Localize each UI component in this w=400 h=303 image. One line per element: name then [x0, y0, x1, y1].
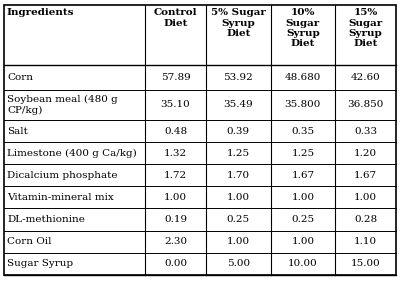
Text: 0.39: 0.39 [227, 127, 250, 135]
Text: 15.00: 15.00 [351, 259, 380, 268]
Text: 5% Sugar
Syrup
Diet: 5% Sugar Syrup Diet [211, 8, 266, 38]
Text: 1.00: 1.00 [164, 193, 187, 202]
Text: 1.67: 1.67 [354, 171, 377, 180]
Text: 48.680: 48.680 [285, 73, 321, 82]
Text: 1.00: 1.00 [354, 193, 377, 202]
Text: 0.00: 0.00 [164, 259, 187, 268]
Text: Sugar Syrup: Sugar Syrup [7, 259, 73, 268]
Text: Ingredients: Ingredients [6, 8, 74, 17]
Text: Dicalcium phosphate: Dicalcium phosphate [7, 171, 118, 180]
Text: 2.30: 2.30 [164, 237, 187, 246]
Text: Vitamin-mineral mix: Vitamin-mineral mix [7, 193, 114, 202]
Text: Limestone (400 g Ca/kg): Limestone (400 g Ca/kg) [7, 148, 137, 158]
Text: 57.89: 57.89 [161, 73, 190, 82]
Text: 0.28: 0.28 [354, 215, 377, 224]
Text: 0.19: 0.19 [164, 215, 187, 224]
Text: Corn: Corn [7, 73, 33, 82]
Text: 15%
Sugar
Syrup
Diet: 15% Sugar Syrup Diet [348, 8, 383, 48]
Text: 1.25: 1.25 [291, 149, 314, 158]
Text: 10%
Sugar
Syrup
Diet: 10% Sugar Syrup Diet [286, 8, 320, 48]
Text: 1.00: 1.00 [291, 237, 314, 246]
Text: 0.35: 0.35 [291, 127, 314, 135]
Text: 35.49: 35.49 [223, 101, 253, 109]
Text: 42.60: 42.60 [351, 73, 380, 82]
Text: 35.800: 35.800 [285, 101, 321, 109]
Text: 1.10: 1.10 [354, 237, 377, 246]
Text: 1.00: 1.00 [291, 193, 314, 202]
Text: 0.48: 0.48 [164, 127, 187, 135]
Text: 1.70: 1.70 [227, 171, 250, 180]
Text: 1.00: 1.00 [227, 237, 250, 246]
Text: Salt: Salt [7, 127, 28, 135]
Text: 53.92: 53.92 [223, 73, 253, 82]
Text: 10.00: 10.00 [288, 259, 318, 268]
Text: 0.33: 0.33 [354, 127, 377, 135]
Text: 1.00: 1.00 [227, 193, 250, 202]
Text: Corn Oil: Corn Oil [7, 237, 52, 246]
Text: Control
Diet: Control Diet [154, 8, 197, 28]
Text: 0.25: 0.25 [227, 215, 250, 224]
Text: 0.25: 0.25 [291, 215, 314, 224]
Text: DL-methionine: DL-methionine [7, 215, 85, 224]
Text: 1.72: 1.72 [164, 171, 187, 180]
Text: 35.10: 35.10 [161, 101, 190, 109]
Text: 1.25: 1.25 [227, 149, 250, 158]
Text: 1.67: 1.67 [291, 171, 314, 180]
Bar [4, 5, 396, 275]
Text: Soybean meal (480 g
CP/kg): Soybean meal (480 g CP/kg) [7, 95, 118, 115]
Text: 5.00: 5.00 [227, 259, 250, 268]
Text: 1.20: 1.20 [354, 149, 377, 158]
Text: 1.32: 1.32 [164, 149, 187, 158]
Text: 36.850: 36.850 [348, 101, 384, 109]
